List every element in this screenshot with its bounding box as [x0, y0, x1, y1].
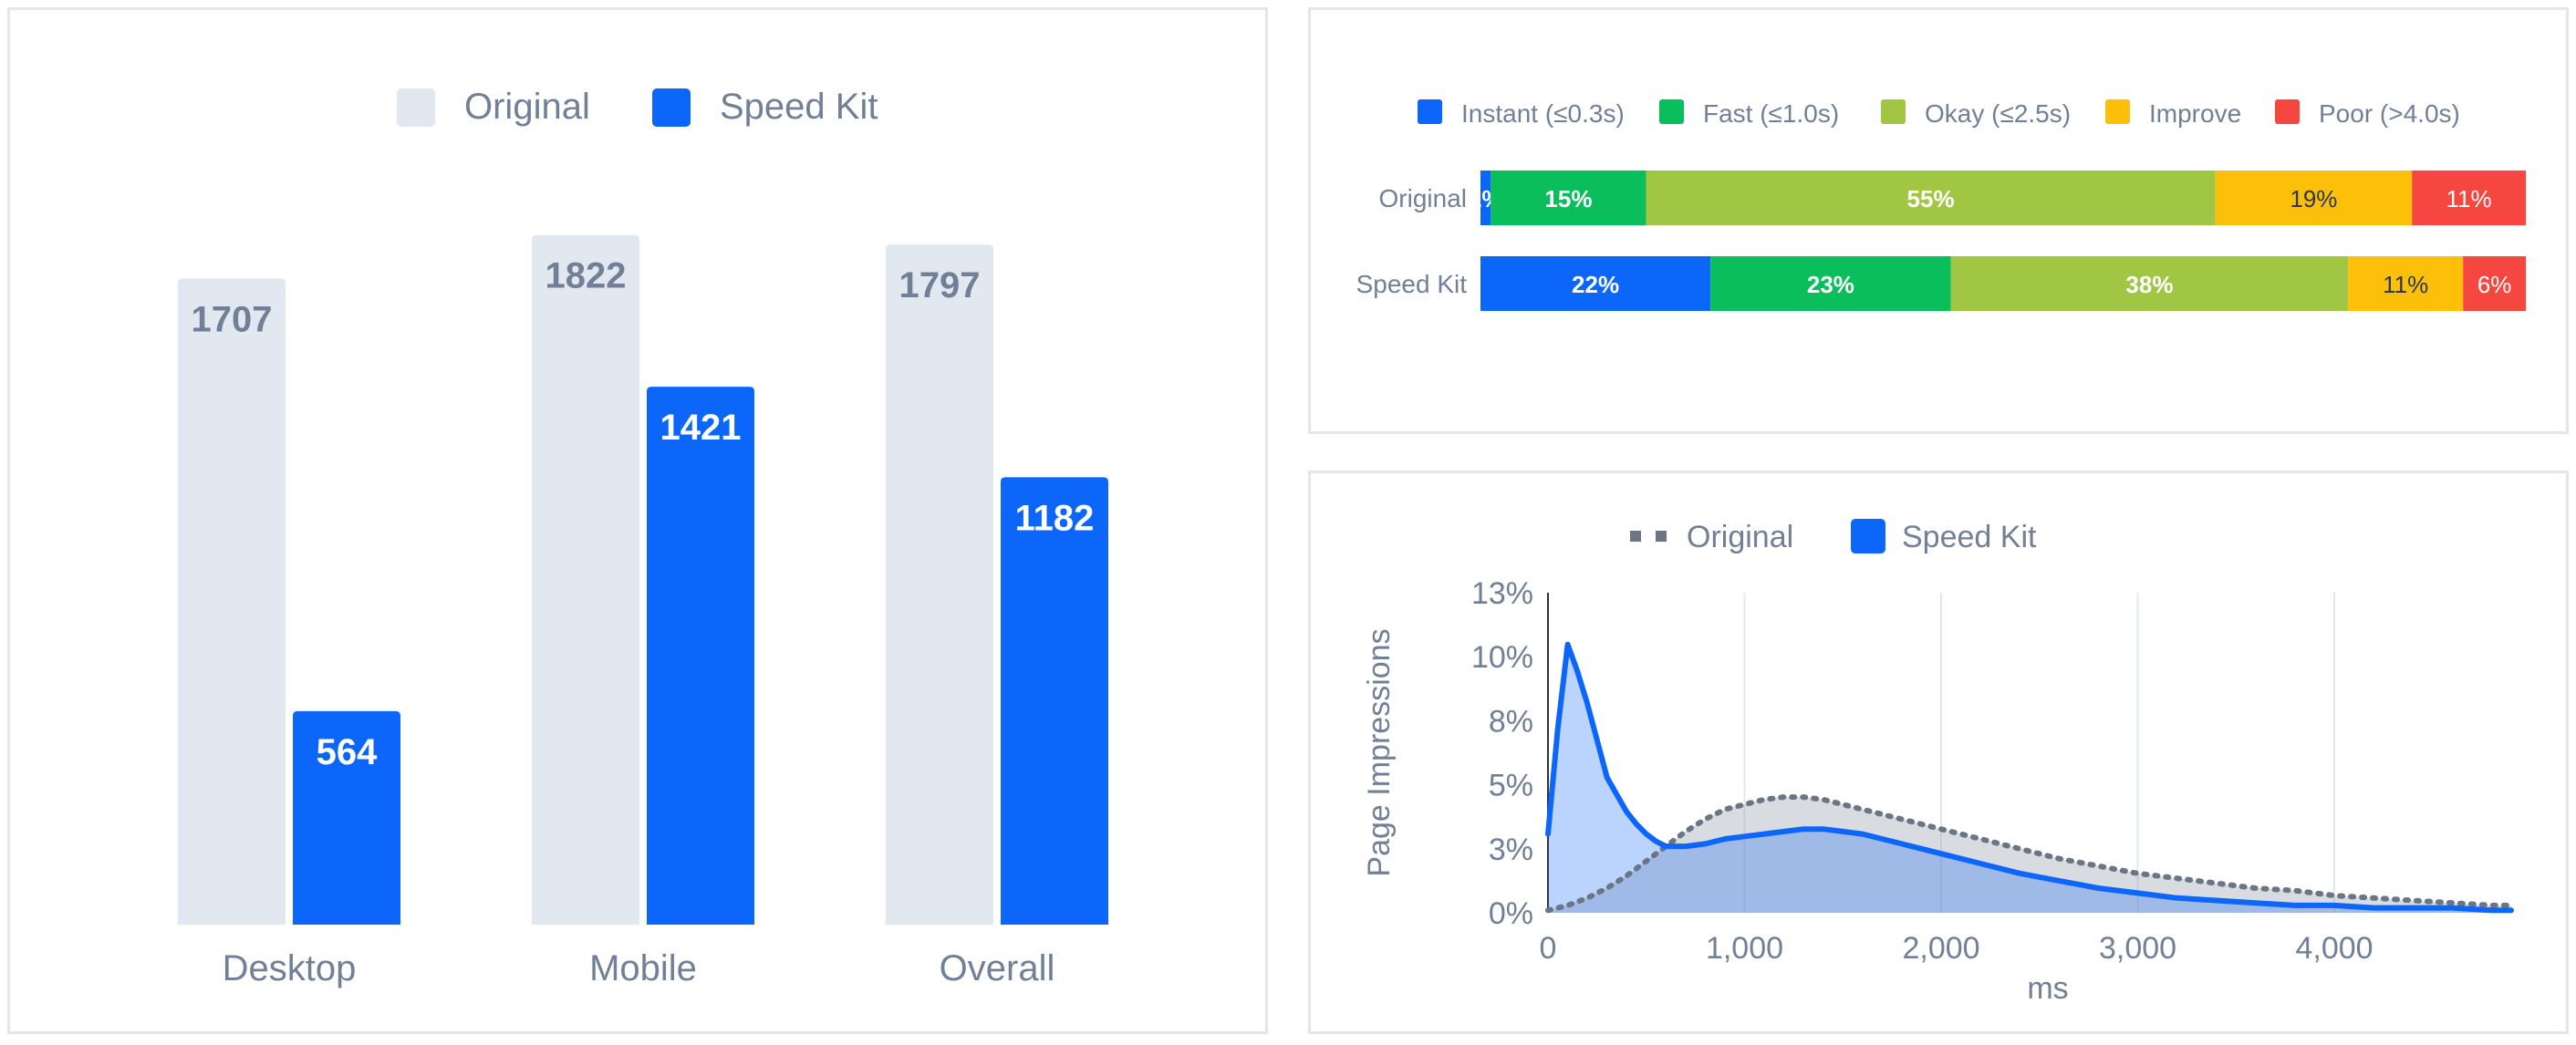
comparison-bar-chart: Original Speed Kit 1707 564 Desktop 1822 1421 M… — [178, 87, 1108, 988]
y-tick-label: 3% — [1489, 833, 1533, 867]
data-label: 1797 — [899, 265, 981, 305]
segment-instant — [1480, 171, 1491, 225]
segment-label: 23% — [1807, 271, 1854, 298]
data-label: 1822 — [545, 256, 627, 296]
legend: Original Speed Kit — [397, 87, 878, 127]
segment-label: 11% — [2383, 271, 2428, 298]
legend-label-poor: Poor (>4.0s) — [2319, 99, 2460, 128]
y-tick-label: 10% — [1471, 640, 1533, 675]
segment-label: 38% — [2125, 271, 2173, 298]
legend-swatch-improve — [2105, 99, 2130, 124]
bar-original-overall — [886, 244, 993, 925]
legend-swatch-instant — [1418, 99, 1442, 124]
line-original — [1545, 794, 2514, 914]
legend-label-okay: Okay (≤2.5s) — [1925, 99, 2071, 128]
y-tick-label: 5% — [1489, 769, 1533, 803]
histogram-area-chart-panel: 0 1,000 2,000 3,000 4,000 0% 3% 5% 8% 10% 13% ms Pag… — [1308, 471, 2569, 1034]
area-original — [1548, 797, 2511, 913]
y-tick-label: 13% — [1471, 576, 1533, 611]
x-tick-label-desktop: Desktop — [223, 948, 357, 988]
x-tick-label: 3,000 — [2099, 931, 2176, 966]
segment-improve — [2215, 171, 2413, 225]
y-axis-title: Page Impressions — [1362, 628, 1397, 876]
legend-label-original: Original — [464, 87, 590, 127]
segment-poor — [2412, 171, 2526, 225]
bar-original-desktop — [178, 278, 286, 925]
row-label-original: Original — [1379, 184, 1467, 212]
x-tick-label: 4,000 — [2295, 931, 2373, 966]
distribution-stacked-bar-chart: Instant (≤0.3s) Fast (≤1.0s) Okay (≤2.5s) I… — [1356, 99, 2526, 311]
x-tick-label: 2,000 — [1902, 931, 1979, 966]
x-tick-label-overall: Overall — [940, 948, 1055, 988]
segment-poor — [2463, 256, 2526, 311]
data-label: 1707 — [192, 299, 273, 339]
legend: Instant (≤0.3s) Fast (≤1.0s) Okay (≤2.5s) I… — [1418, 99, 2460, 128]
segment-label: 55% — [1907, 185, 1955, 212]
segment-okay — [1646, 171, 2216, 225]
legend-label-speed-kit: Speed Kit — [1902, 520, 2037, 554]
distribution-stacked-bar-panel: Instant (≤0.3s) Fast (≤1.0s) Okay (≤2.5s) I… — [1308, 7, 2569, 434]
segment-label: 6% — [2477, 271, 2512, 298]
histogram-area-chart: 0 1,000 2,000 3,000 4,000 0% 3% 5% 8% 10% 13% ms Pag… — [1362, 519, 2514, 1006]
y-tick-label: 8% — [1489, 704, 1533, 739]
segment-label: 15% — [1544, 185, 1592, 212]
legend: Original Speed Kit — [1630, 519, 2037, 554]
legend-swatch-speed-kit — [652, 88, 691, 127]
x-tick-label-mobile: Mobile — [589, 948, 697, 988]
segment-fast — [1491, 171, 1646, 225]
segment-okay — [1950, 256, 2349, 311]
segment-label: 11% — [2446, 185, 2492, 212]
bar-original-mobile — [532, 234, 639, 925]
legend-label-original: Original — [1687, 520, 1793, 554]
segment-label: 22% — [1572, 271, 1619, 298]
area-speed-kit — [1548, 644, 2511, 913]
row-label-speed-kit: Speed Kit — [1356, 270, 1468, 298]
y-tick-label: 0% — [1489, 896, 1533, 931]
comparison-bar-chart-panel: Original Speed Kit 1707 564 Desktop 1822 1421 M… — [7, 7, 1268, 1034]
legend-swatch-poor — [2275, 99, 2300, 124]
legend-label-fast: Fast (≤1.0s) — [1703, 99, 1839, 128]
legend-swatch-fast — [1659, 99, 1684, 124]
x-tick-label: 0 — [1540, 931, 1557, 966]
x-tick-label: 1,000 — [1706, 931, 1783, 966]
x-axis-title: ms — [2027, 971, 2068, 1006]
data-label: 1182 — [1015, 498, 1095, 538]
data-label: 1421 — [660, 408, 742, 448]
data-label: 564 — [317, 732, 378, 772]
bar-speed-kit-desktop — [293, 710, 400, 925]
legend-label-improve: Improve — [2149, 99, 2241, 128]
legend-swatch-original — [397, 88, 435, 127]
line-speed-kit — [1545, 641, 2514, 914]
legend-label-instant: Instant (≤0.3s) — [1461, 99, 1625, 128]
bar-speed-kit-mobile — [647, 387, 754, 925]
segment-instant — [1480, 256, 1711, 311]
legend-label-speed-kit: Speed Kit — [720, 87, 878, 127]
segment-label: 19% — [2290, 185, 2337, 212]
segment-fast — [1710, 256, 1951, 311]
bar-speed-kit-overall — [1001, 477, 1108, 925]
segment-improve — [2348, 256, 2464, 311]
legend-swatch-speed-kit — [1851, 519, 1885, 554]
legend-swatch-okay — [1881, 99, 1906, 124]
